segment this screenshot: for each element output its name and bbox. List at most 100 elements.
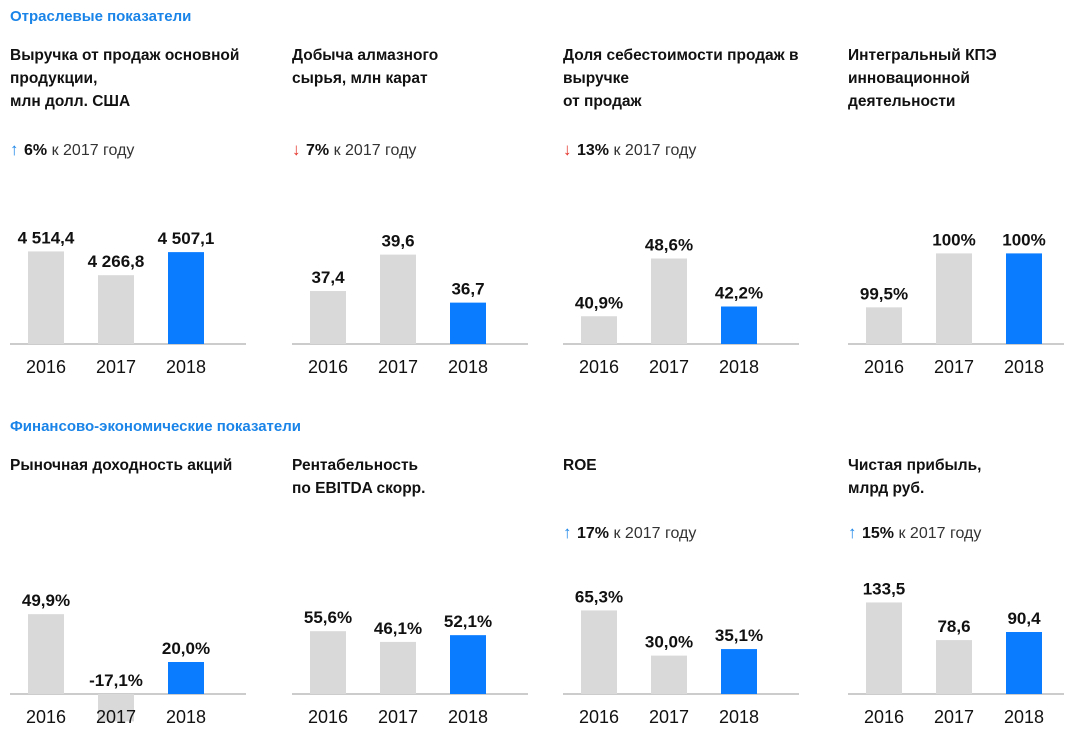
bar-chart: 99,5% 2016 100% 2017 100% 2018 — [848, 230, 1064, 377]
data-label: 39,6 — [381, 232, 414, 251]
x-tick-label: 2016 — [579, 707, 619, 727]
bar — [28, 614, 64, 694]
data-label: 35,1% — [715, 626, 763, 645]
change-indicator: ↓ 13% к 2017 году — [563, 140, 696, 160]
data-label: 36,7 — [451, 280, 484, 299]
change-pct: 13% — [577, 142, 610, 159]
section-title-finance: Финансово-экономические показатели — [10, 418, 301, 435]
data-label: 99,5% — [860, 284, 908, 303]
data-label: 4 514,4 — [18, 228, 75, 247]
panel-title: Интегральный КПЭ инновационной деятельно… — [848, 47, 997, 110]
panel-title: Рентабельность по EBITDA скорр. — [292, 457, 426, 497]
x-tick-label: 2018 — [1004, 357, 1044, 377]
data-label: 55,6% — [304, 608, 352, 627]
panel-ebitda-margin: Рентабельность по EBITDA скорр. 55,6% 201… — [292, 454, 552, 734]
x-tick-label: 2016 — [26, 707, 66, 727]
bar-chart: 4 514,4 2016 4 266,8 2017 4 507,1 2018 — [10, 228, 246, 377]
change-pct: 17% — [577, 525, 610, 542]
bar — [651, 258, 687, 344]
bar-chart: 133,5 2016 78,6 2017 90,4 2018 — [848, 579, 1064, 727]
bar — [450, 635, 486, 694]
x-tick-label: 2018 — [719, 707, 759, 727]
panel-title: Рыночная доходность акций — [10, 457, 233, 474]
x-tick-label: 2016 — [308, 707, 348, 727]
bar — [168, 662, 204, 694]
arrow-down-icon: ↓ — [292, 140, 301, 159]
arrow-up-icon: ↑ — [563, 523, 572, 542]
panel-cost-share: Доля себестоимости продаж в выручке от п… — [563, 44, 823, 384]
x-tick-label: 2018 — [448, 357, 488, 377]
change-text: к 2017 году — [894, 525, 982, 542]
bar — [936, 640, 972, 694]
data-label: 100% — [1002, 230, 1045, 249]
x-tick-label: 2018 — [448, 707, 488, 727]
bar — [581, 316, 617, 344]
change-text: к 2017 году — [47, 142, 135, 159]
bar — [168, 252, 204, 344]
bar-chart: 40,9% 2016 48,6% 2017 42,2% 2018 — [563, 236, 799, 377]
section-title-industry: Отраслевые показатели — [10, 8, 192, 25]
data-label: 90,4 — [1007, 609, 1041, 628]
x-tick-label: 2017 — [96, 707, 136, 727]
change-indicator: ↑ 6% к 2017 году — [10, 140, 134, 160]
panel-roe: ROE ↑ 17% к 2017 году 65,3% 2016 30,0% 2017 3… — [563, 454, 823, 734]
x-tick-label: 2016 — [308, 357, 348, 377]
x-tick-label: 2018 — [166, 357, 206, 377]
change-pct: 7% — [306, 142, 330, 159]
x-tick-label: 2017 — [378, 357, 418, 377]
bar-chart: 49,9% 2016 -17,1% 2017 20,0% 2018 — [10, 591, 246, 727]
data-label: 40,9% — [575, 293, 623, 312]
data-label: 42,2% — [715, 284, 763, 303]
bar — [98, 275, 134, 344]
bar — [450, 302, 486, 344]
bar — [310, 631, 346, 694]
bar-chart: 37,4 2016 39,6 2017 36,7 2018 — [292, 232, 528, 377]
change-indicator: ↓ 7% к 2017 году — [292, 140, 416, 160]
x-tick-label: 2017 — [649, 357, 689, 377]
change-pct: 6% — [24, 142, 48, 159]
arrow-up-icon: ↑ — [10, 140, 19, 159]
data-label: 65,3% — [575, 587, 623, 606]
change-text: к 2017 году — [609, 525, 697, 542]
x-tick-label: 2017 — [96, 357, 136, 377]
x-tick-label: 2018 — [166, 707, 206, 727]
x-tick-label: 2018 — [719, 357, 759, 377]
panel-title: Чистая прибыль, млрд руб. — [848, 457, 982, 497]
bar — [936, 253, 972, 344]
bar — [866, 307, 902, 344]
data-label: 4 507,1 — [158, 229, 215, 248]
bar — [721, 306, 757, 344]
x-tick-label: 2016 — [864, 357, 904, 377]
panel-diamond-output: Добыча алмазного сырья, млн карат ↓ 7% к … — [292, 44, 552, 384]
bar — [310, 291, 346, 344]
bar — [721, 649, 757, 694]
arrow-down-icon: ↓ — [563, 140, 572, 159]
bar — [581, 610, 617, 694]
bar — [98, 694, 134, 722]
panel-title: Добыча алмазного сырья, млн карат — [292, 47, 439, 87]
x-tick-label: 2017 — [934, 707, 974, 727]
x-tick-label: 2017 — [934, 357, 974, 377]
bar — [1006, 253, 1042, 344]
data-label: 78,6 — [937, 617, 970, 636]
panel-share-return: Рыночная доходность акций 49,9% 2016 -17,1… — [10, 454, 270, 734]
change-pct: 15% — [862, 525, 895, 542]
bar — [28, 251, 64, 344]
x-tick-label: 2017 — [649, 707, 689, 727]
x-tick-label: 2016 — [579, 357, 619, 377]
panel-revenue: Выручка от продаж основной продукции, мл… — [10, 44, 270, 384]
bar — [380, 254, 416, 344]
panel-title: ROE — [563, 457, 597, 474]
panel-net-profit: Чистая прибыль, млрд руб. ↑ 15% к 2017 го… — [848, 454, 1072, 734]
x-tick-label: 2017 — [378, 707, 418, 727]
data-label: 52,1% — [444, 612, 492, 631]
bar — [380, 641, 416, 694]
change-indicator: ↑ 17% к 2017 году — [563, 523, 696, 543]
data-label: 46,1% — [374, 619, 422, 638]
data-label: 30,0% — [645, 633, 693, 652]
bar — [651, 655, 687, 694]
bar — [1006, 632, 1042, 694]
x-tick-label: 2016 — [26, 357, 66, 377]
arrow-up-icon: ↑ — [848, 523, 857, 542]
data-label: -17,1% — [89, 671, 143, 690]
